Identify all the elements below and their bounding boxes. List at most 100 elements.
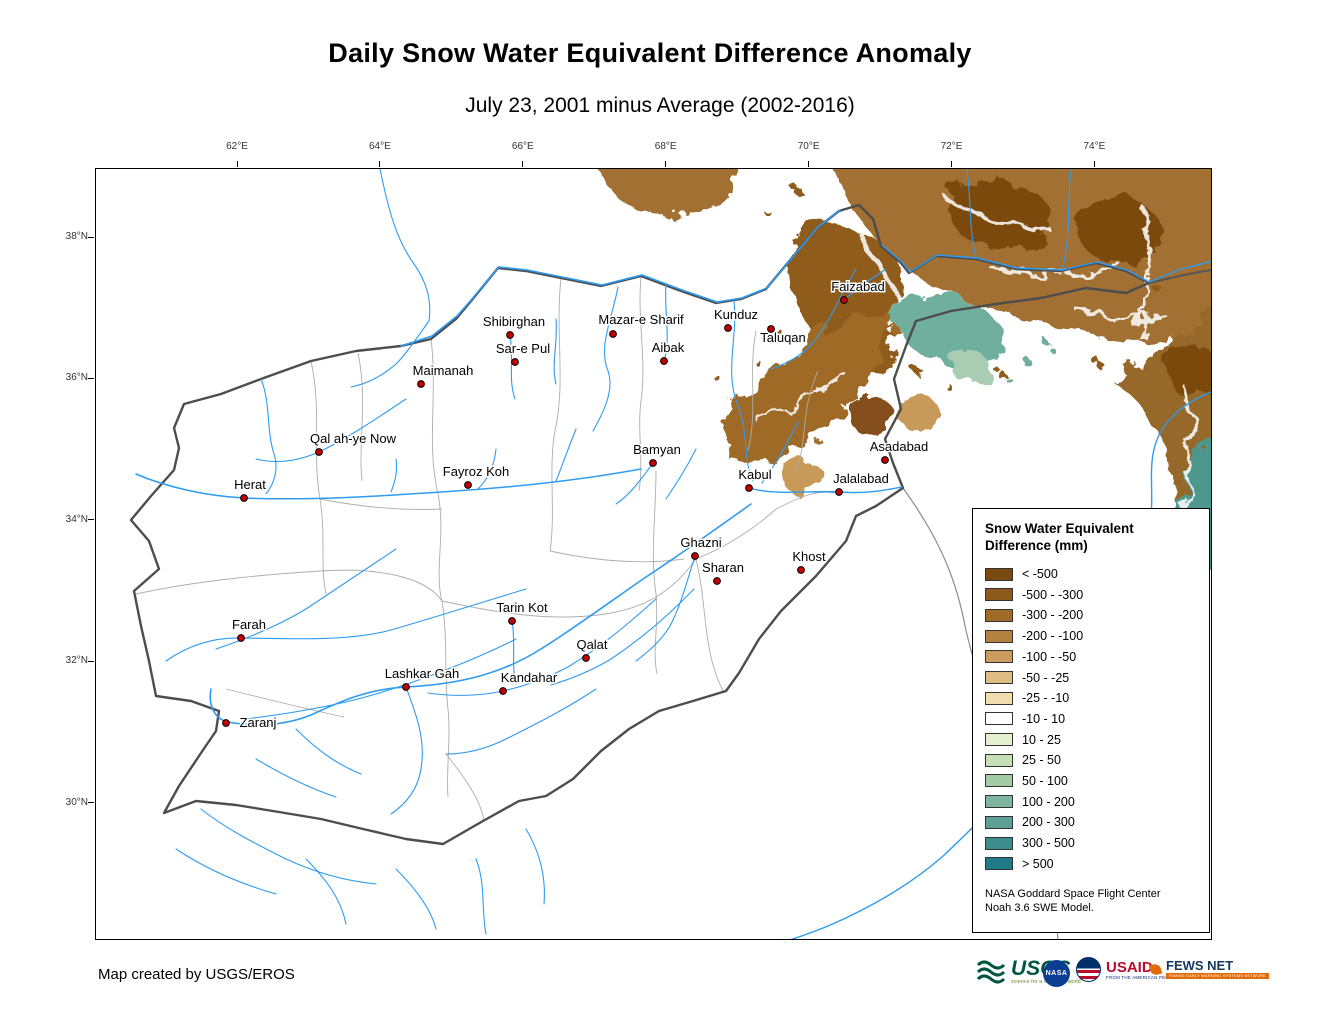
legend-entry: -50 - -25 <box>985 667 1197 688</box>
city-label: Qalat <box>576 637 607 652</box>
fews-net-tagline: FAMINE EARLY WARNING SYSTEMS NETWORK <box>1166 973 1270 980</box>
axis-tick-top <box>951 161 952 167</box>
city-marker <box>315 448 323 456</box>
legend-range-label: 25 - 50 <box>1022 753 1061 768</box>
city-marker <box>511 358 519 366</box>
city-mazar-e-sharif: Mazar-e Sharif <box>597 311 686 338</box>
city-marker <box>649 459 657 467</box>
legend-entry: 200 - 300 <box>985 812 1197 833</box>
usgs-wave-icon <box>976 960 1006 984</box>
axis-label-left: 38°N <box>65 231 88 242</box>
legend-swatch <box>985 857 1013 871</box>
legend-swatch <box>985 815 1013 829</box>
legend-entry: -10 - 10 <box>985 709 1197 730</box>
legend-swatch <box>985 836 1013 850</box>
city-qalat: Qalat <box>575 636 609 662</box>
legend-range-label: 10 - 25 <box>1022 732 1061 747</box>
city-kabul: Kabul <box>737 466 773 492</box>
city-marker <box>724 324 732 332</box>
city-marker <box>417 380 425 388</box>
axis-label-top: 64°E <box>368 141 391 152</box>
city-farah: Farah <box>231 616 267 642</box>
legend: Snow Water Equivalent Difference (mm) < … <box>972 508 1210 933</box>
city-marker <box>840 296 848 304</box>
city-label: Sharan <box>702 560 744 575</box>
legend-entry: -300 - -200 <box>985 605 1197 626</box>
legend-range-label: > 500 <box>1022 856 1054 871</box>
nasa-insignia-icon: NASA <box>1043 960 1070 987</box>
city-khost: Khost <box>791 548 828 574</box>
city-bamyan: Bamyan <box>632 441 682 467</box>
legend-range-label: 300 - 500 <box>1022 836 1075 851</box>
axis-label-top: 74°E <box>1083 141 1106 152</box>
axis-label-top: 62°E <box>226 141 248 152</box>
axis-label-left: 34°N <box>65 513 88 525</box>
axis-tick-top <box>236 161 238 167</box>
city-label: Khost <box>792 549 826 564</box>
legend-title-line1: Snow Water Equivalent <box>985 521 1134 536</box>
afghanistan-border <box>129 203 1151 846</box>
city-lashkar-gah: Lashkar Gah <box>383 665 461 691</box>
city-marker <box>835 488 843 496</box>
city-marker <box>797 566 805 574</box>
legend-range-label: 50 - 100 <box>1022 773 1068 788</box>
axis-label-left: 36°N <box>65 372 88 384</box>
city-label: Zaranj <box>240 715 277 730</box>
axis-label-left: 32°N <box>65 655 88 667</box>
city-marker <box>240 494 248 502</box>
legend-entry: 100 - 200 <box>985 791 1197 812</box>
legend-entry: < -500 <box>985 564 1197 585</box>
city-marker <box>660 357 668 365</box>
axis-label-left: 30°N <box>65 796 88 808</box>
city-ghazni: Ghazni <box>679 534 723 560</box>
legend-entry: -100 - -50 <box>985 647 1197 668</box>
city-label: Faizabad <box>831 279 884 294</box>
city-maimanah: Maimanah <box>411 362 475 388</box>
usaid-seal-icon <box>1076 957 1101 982</box>
city-label: Asadabad <box>870 439 929 454</box>
fews-net-logo-text: FEWS NET <box>1166 958 1234 973</box>
axis-label-top: 68°E <box>654 141 677 152</box>
city-label: Kandahar <box>501 670 558 685</box>
city-layer: Faizabad Shibirghan Mazar-e Sharif Kunduz Ta… <box>222 278 930 732</box>
legend-entry: 300 - 500 <box>985 833 1197 854</box>
legend-range-label: 200 - 300 <box>1022 815 1075 830</box>
legend-swatch <box>985 733 1013 747</box>
legend-swatch <box>985 774 1013 788</box>
city-kunduz: Kunduz <box>712 306 760 332</box>
legend-range-label: -25 - -10 <box>1022 691 1070 706</box>
city-label: Farah <box>232 617 266 632</box>
city-aibak: Aibak <box>650 339 686 365</box>
legend-range-label: -100 - -50 <box>1022 649 1077 664</box>
city-label: Fayroz Koh <box>443 464 509 479</box>
city-label: Bamyan <box>633 442 681 457</box>
city-label: Qal ah-ye Now <box>310 431 397 446</box>
axis-label-top: 70°E <box>797 141 820 152</box>
city-label: Shibirghan <box>483 314 545 329</box>
city-sar-e-pul: Sar-e Pul <box>494 340 552 366</box>
city-label: Maimanah <box>413 363 474 378</box>
city-jalalabad: Jalalabad <box>832 470 890 496</box>
legend-entry: -500 - -300 <box>985 584 1197 605</box>
city-marker <box>506 331 514 339</box>
city-label: Jalalabad <box>833 471 889 486</box>
usaid-logo: USAID FROM THE AMERICAN PEOPLE <box>1076 957 1178 982</box>
legend-swatch <box>985 712 1013 726</box>
city-label: Kunduz <box>714 307 758 322</box>
axis-label-top: 66°E <box>511 141 534 152</box>
axis-tick-left <box>88 660 94 662</box>
city-label: Kabul <box>738 467 771 482</box>
axis-tick-left <box>88 802 94 804</box>
city-marker <box>745 484 753 492</box>
legend-source-line2: Noah 3.6 SWE Model. <box>985 902 1094 915</box>
usaid-logo-text: USAID <box>1106 958 1153 976</box>
page-subtitle: July 23, 2001 minus Average (2002-2016) <box>465 94 855 117</box>
city-label: Herat <box>234 477 266 492</box>
legend-range-label: -300 - -200 <box>1022 608 1084 623</box>
city-marker <box>609 330 617 338</box>
city-marker <box>402 683 410 691</box>
page-title: Daily Snow Water Equivalent Difference A… <box>328 38 972 68</box>
city-marker <box>582 654 590 662</box>
city-marker <box>508 617 516 625</box>
city-label: Tarin Kot <box>496 600 548 615</box>
